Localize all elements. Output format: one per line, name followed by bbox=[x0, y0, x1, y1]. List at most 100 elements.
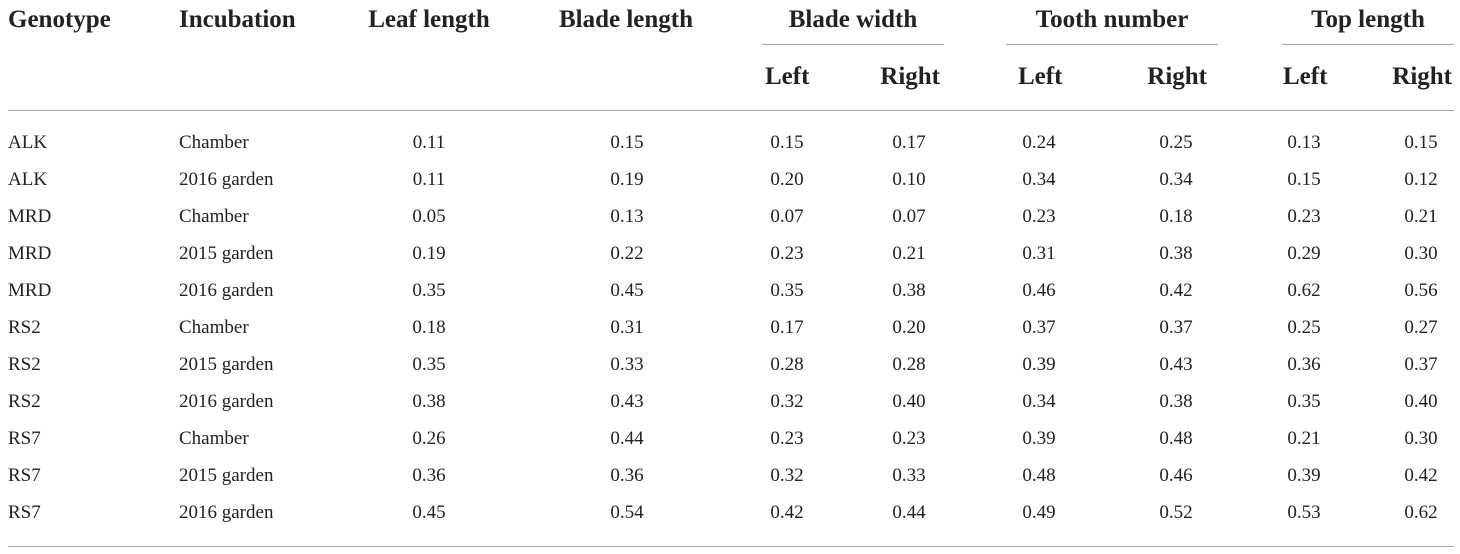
cell-value: 0.15 bbox=[770, 132, 804, 153]
cell-value: 0.38 bbox=[1159, 243, 1193, 264]
table-bottom-rule bbox=[8, 546, 1454, 547]
cell-value: 0.35 bbox=[770, 280, 804, 301]
cell-value: 0.40 bbox=[1404, 391, 1438, 412]
cell-value: 0.17 bbox=[770, 317, 804, 338]
cell-value: 0.12 bbox=[1404, 169, 1438, 190]
cell-value: 0.35 bbox=[412, 354, 446, 375]
subheader-tooth-number-left: Left bbox=[1018, 63, 1063, 90]
cell-value: 0.31 bbox=[610, 317, 644, 338]
cell-value: 0.13 bbox=[610, 206, 644, 227]
cell-value: 0.20 bbox=[892, 317, 926, 338]
cell-value: 0.26 bbox=[412, 428, 446, 449]
header-genotype: Genotype bbox=[8, 6, 111, 33]
cell-value: 0.33 bbox=[610, 354, 644, 375]
header-blade-width: Blade width bbox=[788, 6, 918, 33]
cell-value: 0.31 bbox=[1022, 243, 1056, 264]
cell-value: 0.32 bbox=[770, 465, 804, 486]
cell-value: 0.17 bbox=[892, 132, 926, 153]
cell-value: 0.54 bbox=[610, 502, 644, 523]
cell-value: 0.23 bbox=[770, 243, 804, 264]
cell-value: 0.37 bbox=[1022, 317, 1056, 338]
cell-value: 0.39 bbox=[1022, 354, 1056, 375]
cell-value: 0.19 bbox=[412, 243, 446, 264]
cell-genotype: MRD bbox=[8, 206, 52, 227]
cell-value: 0.37 bbox=[1159, 317, 1193, 338]
cell-incubation: 2016 garden bbox=[179, 391, 274, 412]
cell-genotype: MRD bbox=[8, 280, 52, 301]
subheader-top-length-right: Right bbox=[1392, 63, 1452, 90]
cell-value: 0.18 bbox=[412, 317, 446, 338]
cell-value: 0.38 bbox=[1159, 391, 1193, 412]
header-rule bbox=[8, 110, 1454, 111]
cell-value: 0.39 bbox=[1287, 465, 1321, 486]
cell-genotype: RS7 bbox=[8, 502, 41, 523]
cell-value: 0.25 bbox=[1287, 317, 1321, 338]
cell-incubation: 2016 garden bbox=[179, 502, 274, 523]
cell-value: 0.43 bbox=[1159, 354, 1193, 375]
cell-value: 0.62 bbox=[1287, 280, 1321, 301]
cell-value: 0.46 bbox=[1022, 280, 1056, 301]
cell-value: 0.40 bbox=[892, 391, 926, 412]
cell-incubation: 2015 garden bbox=[179, 354, 274, 375]
cell-value: 0.35 bbox=[412, 280, 446, 301]
cell-value: 0.28 bbox=[770, 354, 804, 375]
cell-genotype: RS2 bbox=[8, 391, 41, 412]
cell-value: 0.21 bbox=[1404, 206, 1438, 227]
cell-value: 0.37 bbox=[1404, 354, 1438, 375]
cell-value: 0.27 bbox=[1404, 317, 1438, 338]
cell-value: 0.29 bbox=[1287, 243, 1321, 264]
cell-value: 0.23 bbox=[892, 428, 926, 449]
cell-value: 0.13 bbox=[1287, 132, 1321, 153]
cell-value: 0.07 bbox=[770, 206, 804, 227]
cell-value: 0.30 bbox=[1404, 243, 1438, 264]
cell-genotype: RS7 bbox=[8, 428, 41, 449]
cell-value: 0.56 bbox=[1404, 280, 1438, 301]
cell-value: 0.39 bbox=[1022, 428, 1056, 449]
cell-genotype: RS7 bbox=[8, 465, 41, 486]
subheader-blade-width-right: Right bbox=[880, 63, 940, 90]
cell-value: 0.48 bbox=[1022, 465, 1056, 486]
cell-genotype: RS2 bbox=[8, 317, 41, 338]
tooth-number-group-rule bbox=[1006, 44, 1218, 45]
cell-value: 0.11 bbox=[412, 169, 446, 190]
cell-value: 0.35 bbox=[1287, 391, 1321, 412]
cell-value: 0.15 bbox=[1287, 169, 1321, 190]
subheader-blade-width-left: Left bbox=[765, 63, 810, 90]
cell-incubation: Chamber bbox=[179, 317, 249, 338]
header-leaf-length: Leaf length bbox=[368, 6, 490, 33]
cell-value: 0.10 bbox=[892, 169, 926, 190]
cell-value: 0.36 bbox=[1287, 354, 1321, 375]
cell-value: 0.43 bbox=[610, 391, 644, 412]
cell-value: 0.24 bbox=[1022, 132, 1056, 153]
cell-value: 0.38 bbox=[412, 391, 446, 412]
cell-value: 0.19 bbox=[610, 169, 644, 190]
cell-incubation: Chamber bbox=[179, 206, 249, 227]
cell-value: 0.33 bbox=[892, 465, 926, 486]
cell-value: 0.46 bbox=[1159, 465, 1193, 486]
cell-value: 0.48 bbox=[1159, 428, 1193, 449]
cell-incubation: 2015 garden bbox=[179, 465, 274, 486]
cell-value: 0.25 bbox=[1159, 132, 1193, 153]
cell-value: 0.22 bbox=[610, 243, 644, 264]
cell-genotype: MRD bbox=[8, 243, 52, 264]
cell-value: 0.38 bbox=[892, 280, 926, 301]
top-length-group-rule bbox=[1282, 44, 1454, 45]
cell-value: 0.23 bbox=[770, 428, 804, 449]
cell-incubation: Chamber bbox=[179, 428, 249, 449]
cell-value: 0.21 bbox=[1287, 428, 1321, 449]
cell-value: 0.36 bbox=[412, 465, 446, 486]
cell-value: 0.34 bbox=[1022, 391, 1056, 412]
cell-incubation: 2015 garden bbox=[179, 243, 274, 264]
cell-value: 0.42 bbox=[1159, 280, 1193, 301]
cell-value: 0.42 bbox=[770, 502, 804, 523]
subheader-top-length-left: Left bbox=[1283, 63, 1328, 90]
cell-value: 0.42 bbox=[1404, 465, 1438, 486]
cell-value: 0.36 bbox=[610, 465, 644, 486]
cell-value: 0.21 bbox=[892, 243, 926, 264]
cell-value: 0.15 bbox=[1404, 132, 1438, 153]
cell-value: 0.44 bbox=[892, 502, 926, 523]
cell-incubation: 2016 garden bbox=[179, 169, 274, 190]
cell-value: 0.07 bbox=[892, 206, 926, 227]
cell-value: 0.49 bbox=[1022, 502, 1056, 523]
cell-value: 0.34 bbox=[1022, 169, 1056, 190]
